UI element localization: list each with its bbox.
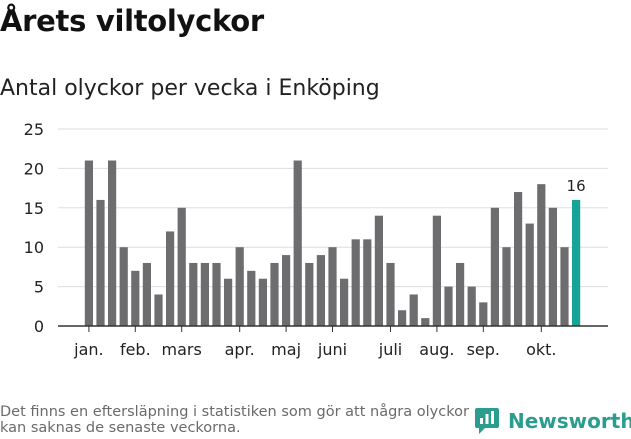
bar	[316, 255, 325, 326]
bar	[131, 270, 140, 326]
y-tick-label: 5	[34, 278, 44, 297]
bar	[166, 231, 175, 326]
newsworthy-logo[interactable]: Newsworthy	[474, 407, 631, 435]
bar	[96, 199, 105, 326]
newsworthy-logo-text: Newsworthy	[508, 409, 631, 433]
bar	[421, 318, 430, 326]
bar	[444, 286, 453, 326]
bar	[224, 278, 233, 326]
x-tick-label: aug.	[419, 340, 454, 359]
bar	[409, 294, 418, 326]
bar	[177, 207, 186, 326]
bar-highlight	[572, 199, 581, 326]
x-tick-label: maj	[271, 340, 301, 359]
bar	[548, 207, 557, 326]
bar	[374, 215, 383, 326]
bar	[363, 239, 372, 326]
bar	[154, 294, 163, 326]
bar	[258, 278, 267, 326]
bar	[235, 247, 244, 326]
x-tick-label: mars	[162, 340, 202, 359]
bar	[200, 262, 209, 326]
bar	[142, 262, 151, 326]
bar	[560, 247, 569, 326]
bar	[328, 247, 337, 326]
x-tick-label: feb.	[120, 340, 151, 359]
chart-title: Årets viltolyckor	[0, 4, 264, 38]
x-tick-label: jan.	[73, 340, 103, 359]
x-tick-label: juli	[378, 340, 402, 359]
chart-subtitle: Antal olyckor per vecka i Enköping	[0, 76, 380, 101]
bar	[119, 247, 128, 326]
bar	[490, 207, 499, 326]
bar	[467, 286, 476, 326]
bar	[212, 262, 221, 326]
bar	[514, 192, 523, 326]
y-tick-label: 25	[24, 120, 44, 139]
bar	[479, 302, 488, 326]
x-tick-label: sep.	[467, 340, 500, 359]
highlight-value-label: 16	[567, 177, 586, 195]
x-tick-label: okt.	[526, 340, 556, 359]
bar	[189, 262, 198, 326]
y-tick-label: 0	[34, 317, 44, 336]
bar	[502, 247, 511, 326]
bar	[432, 215, 441, 326]
bar	[293, 160, 302, 326]
bar	[398, 310, 407, 326]
bar	[282, 255, 291, 326]
x-tick-label: juni	[317, 340, 347, 359]
bar	[270, 262, 279, 326]
y-tick-label: 15	[24, 199, 44, 218]
bar	[340, 278, 349, 326]
bar	[386, 262, 395, 326]
y-tick-label: 20	[24, 159, 44, 178]
y-tick-label: 10	[24, 238, 44, 257]
bar	[305, 262, 314, 326]
x-tick-label: apr.	[225, 340, 255, 359]
bar	[84, 160, 93, 326]
bar	[456, 262, 465, 326]
newsworthy-logo-icon	[475, 408, 499, 434]
bar	[247, 270, 256, 326]
bar	[351, 239, 360, 326]
footnote: Det finns en eftersläpning i statistiken…	[0, 404, 469, 436]
bar	[537, 184, 546, 326]
bar	[108, 160, 117, 326]
bar	[525, 223, 534, 326]
